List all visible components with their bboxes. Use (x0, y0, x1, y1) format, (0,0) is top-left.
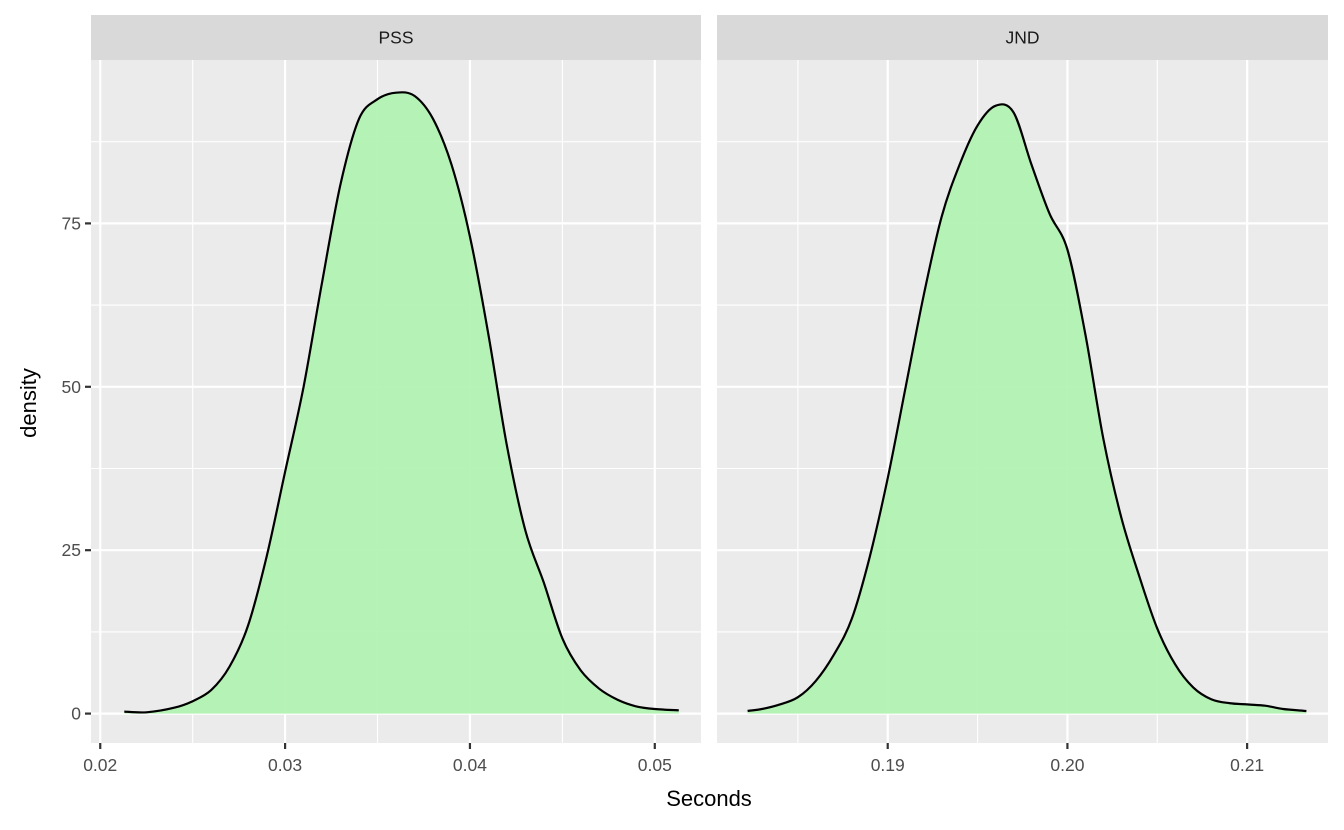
x-axis-title: Seconds (666, 786, 752, 811)
x-tick-label: 0.05 (638, 755, 672, 775)
density-fill (124, 92, 679, 714)
facet-strip (717, 15, 1328, 60)
y-tick-label: 50 (62, 377, 82, 397)
x-tick-label: 0.21 (1230, 755, 1264, 775)
density-line (747, 103, 1307, 713)
x-tick-label: 0.19 (871, 755, 905, 775)
facet-panel-pss: PSS 0.02 0.03 0.04 0.05 (83, 15, 701, 775)
x-tick-label: 0.20 (1050, 755, 1084, 775)
y-axis: 0 25 50 75 (62, 213, 91, 724)
facet-strip (91, 15, 701, 60)
x-tick-label: 0.03 (268, 755, 302, 775)
y-tick-label: 0 (71, 704, 81, 724)
y-tick-label: 25 (62, 540, 81, 560)
y-tick-label: 75 (62, 213, 81, 233)
facet-panel-jnd: JND 0.19 0.20 0.21 (717, 15, 1328, 775)
density-fill (747, 104, 1307, 714)
facet-strip-label: JND (1005, 28, 1039, 48)
facet-strip-label: PSS (378, 28, 413, 48)
y-axis-title: density (16, 368, 41, 438)
density-line (124, 91, 679, 714)
panels-group: PSS 0.02 0.03 0.04 0.05 JND 0.19 0.20 0.21 (83, 15, 1328, 775)
x-tick-label: 0.04 (453, 755, 487, 775)
x-tick-label: 0.02 (83, 755, 117, 775)
